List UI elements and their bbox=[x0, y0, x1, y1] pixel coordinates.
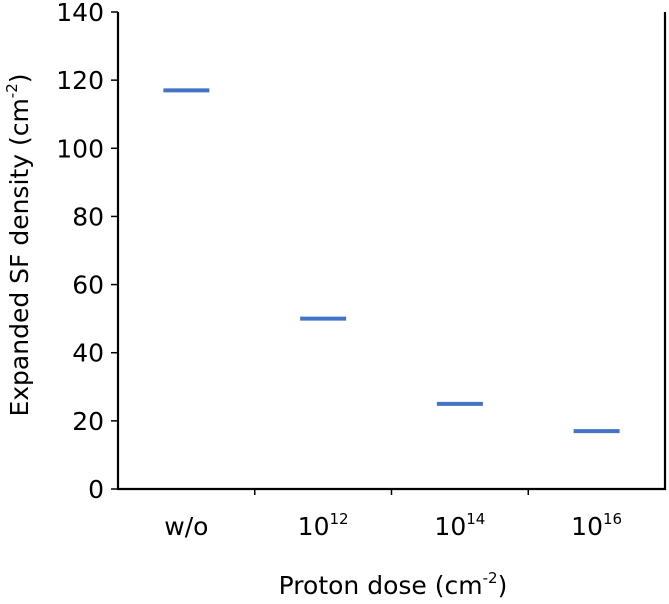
y-ticks: 0 20 40 60 80 100 120 140 bbox=[56, 0, 118, 504]
y-axis-label: Expanded SF density (cm-2) bbox=[3, 73, 34, 416]
x-tick-label: 1016 bbox=[571, 510, 622, 541]
axes bbox=[116, 12, 667, 491]
x-ticks: w/o 1012 1014 1016 bbox=[164, 489, 622, 541]
axis-frame bbox=[116, 12, 667, 491]
y-tick-label: 80 bbox=[72, 202, 104, 231]
y-tick-label: 20 bbox=[72, 407, 104, 436]
x-tick-label: 1012 bbox=[298, 510, 349, 541]
x-tick-label: w/o bbox=[164, 512, 208, 541]
x-axis-label: Proton dose (cm-2) bbox=[279, 569, 508, 600]
data-marks bbox=[163, 88, 620, 434]
y-tick-label: 100 bbox=[56, 134, 104, 163]
y-tick-label: 0 bbox=[88, 475, 104, 504]
y-tick-label: 120 bbox=[56, 66, 104, 95]
y-tick-label: 40 bbox=[72, 339, 104, 368]
y-tick-label: 60 bbox=[72, 271, 104, 300]
x-tick-label: 1014 bbox=[434, 510, 485, 541]
y-tick-label: 140 bbox=[56, 0, 104, 27]
